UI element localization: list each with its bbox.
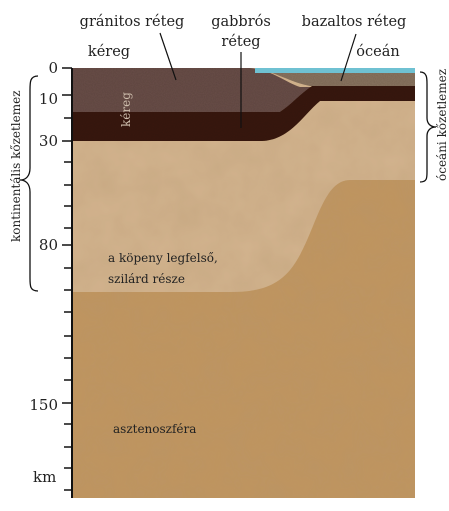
granite-layer [73, 68, 415, 114]
tick-label-10: 10 [39, 90, 58, 108]
asthenosphere-label: asztenoszféra [113, 422, 196, 436]
depth-unit-label: km [33, 468, 56, 486]
upper-mantle-label-line1: a köpeny legfelső, [108, 251, 218, 265]
pointer-lines [159, 32, 357, 128]
basalt-layer-label: bazaltos réteg [302, 14, 407, 30]
ocean-label: óceán [356, 44, 399, 60]
tick-label-0: 0 [48, 59, 58, 77]
gabbro-layer [73, 86, 415, 141]
tick-label-30: 30 [39, 132, 58, 150]
granite-layer-label: gránitos réteg [80, 14, 185, 30]
gabbro-layer-label-line1: gabbrós [211, 14, 271, 30]
continental-brace [19, 75, 39, 292]
crust-top-label: kéreg [88, 44, 130, 60]
gabbro-layer-label-line2: réteg [221, 34, 260, 50]
oceanic-brace [419, 71, 437, 183]
continental-lithosphere-label: kontinentális kőzetlemez [9, 90, 23, 242]
oceanic-lithosphere-label: óceáni kőzetlemez [435, 69, 449, 181]
crust-inner-label: kéreg [119, 92, 133, 127]
ocean-water [255, 68, 415, 73]
tick-label-150: 150 [29, 396, 58, 414]
depth-axis-labels: 0 10 30 80 150 km [29, 59, 58, 486]
upper-mantle-label-line2: szilárd része [108, 272, 185, 286]
tick-label-80: 80 [39, 236, 58, 254]
depth-axis-ticks [62, 67, 72, 491]
